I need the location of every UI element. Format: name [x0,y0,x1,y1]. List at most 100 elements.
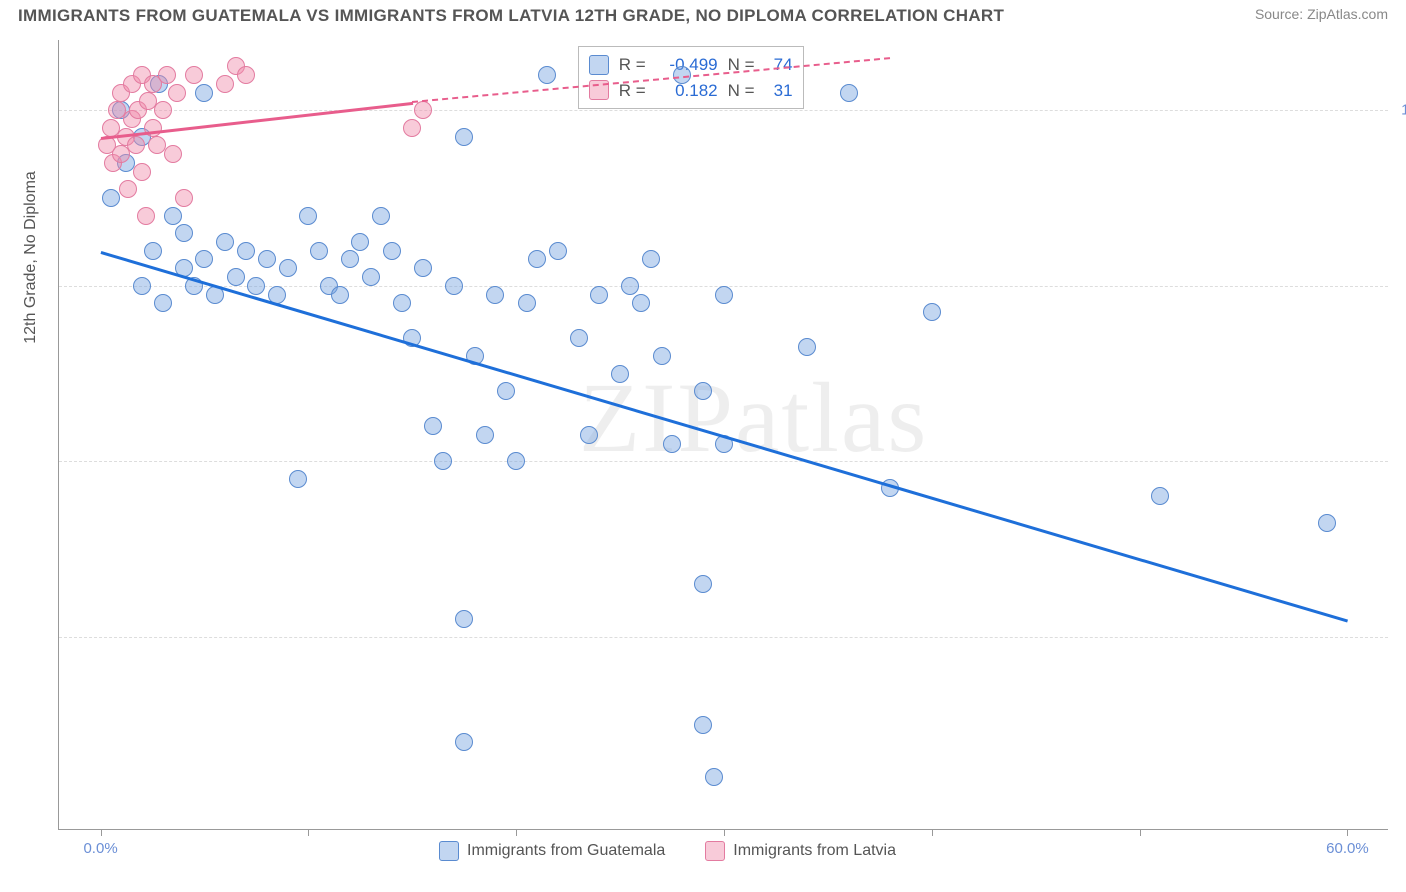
swatch-guatemala [589,55,609,75]
data-point [137,207,155,225]
n-value-2: 31 [765,78,793,104]
data-point [133,163,151,181]
data-point [476,426,494,444]
data-point [414,101,432,119]
xtick [308,829,309,836]
data-point [154,294,172,312]
source-label: Source: ZipAtlas.com [1255,6,1388,22]
swatch-guatemala-icon [439,841,459,861]
data-point [549,242,567,260]
chart-title: IMMIGRANTS FROM GUATEMALA VS IMMIGRANTS … [18,6,1004,26]
data-point [362,268,380,286]
data-point [653,347,671,365]
data-point [528,250,546,268]
data-point [497,382,515,400]
data-point [237,242,255,260]
y-axis-label: 12th Grade, No Diploma [22,171,40,344]
data-point [538,66,556,84]
data-point [351,233,369,251]
data-point [158,66,176,84]
data-point [154,101,172,119]
data-point [486,286,504,304]
xtick [724,829,725,836]
data-point [195,250,213,268]
data-point [455,610,473,628]
data-point [168,84,186,102]
data-point [331,286,349,304]
data-point [923,303,941,321]
xtick [932,829,933,836]
n-value-1: 74 [765,52,793,78]
data-point [237,66,255,84]
gridline-h [59,461,1388,462]
data-point [611,365,629,383]
data-point [247,277,265,295]
data-point [424,417,442,435]
data-point [621,277,639,295]
data-point [216,233,234,251]
data-point [227,268,245,286]
data-point [570,329,588,347]
data-point [798,338,816,356]
xtick [1140,829,1141,836]
data-point [1318,514,1336,532]
data-point [455,733,473,751]
data-point [185,66,203,84]
data-point [507,452,525,470]
data-point [341,250,359,268]
data-point [299,207,317,225]
data-point [175,224,193,242]
legend-label-guatemala: Immigrants from Guatemala [467,842,665,860]
data-point [840,84,858,102]
data-point [310,242,328,260]
data-point [694,716,712,734]
data-point [455,128,473,146]
xtick [101,829,102,836]
trendline [100,251,1348,622]
xtick [1347,829,1348,836]
data-point [175,189,193,207]
data-point [102,189,120,207]
data-point [715,286,733,304]
n-label-1: N = [728,52,755,78]
data-point [164,207,182,225]
data-point [148,136,166,154]
xtick-label: 0.0% [83,840,117,857]
bottom-legend: Immigrants from Guatemala Immigrants fro… [439,841,896,861]
watermark: ZIPatlas [579,360,928,475]
data-point [127,136,145,154]
legend-label-latvia: Immigrants from Latvia [733,842,896,860]
data-point [590,286,608,304]
data-point [414,259,432,277]
data-point [445,277,463,295]
data-point [632,294,650,312]
data-point [119,180,137,198]
gridline-h [59,110,1388,111]
r-label-1: R = [619,52,646,78]
data-point [663,435,681,453]
legend-item-guatemala: Immigrants from Guatemala [439,841,665,861]
data-point [216,75,234,93]
data-point [393,294,411,312]
data-point [372,207,390,225]
ytick-label: 100.0% [1401,102,1406,119]
data-point [580,426,598,444]
swatch-latvia-icon [705,841,725,861]
n-label-2: N = [728,78,755,104]
data-point [195,84,213,102]
chart-plot-area: ZIPatlas R = -0.499 N = 74 R = 0.182 N =… [58,40,1388,830]
data-point [144,242,162,260]
data-point [434,452,452,470]
data-point [164,145,182,163]
data-point [289,470,307,488]
data-point [258,250,276,268]
data-point [694,382,712,400]
data-point [518,294,536,312]
data-point [279,259,297,277]
xtick-label: 60.0% [1326,840,1369,857]
data-point [403,119,421,137]
gridline-h [59,637,1388,638]
data-point [1151,487,1169,505]
data-point [642,250,660,268]
data-point [383,242,401,260]
